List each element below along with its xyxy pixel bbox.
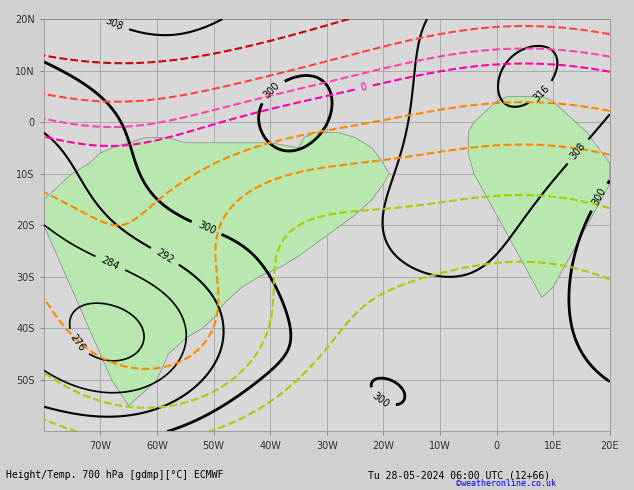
Text: 308: 308 (103, 16, 124, 32)
Text: Tu 28-05-2024 06:00 UTC (12+66): Tu 28-05-2024 06:00 UTC (12+66) (368, 470, 550, 480)
Polygon shape (469, 97, 610, 297)
Polygon shape (44, 132, 389, 406)
Text: 300: 300 (590, 187, 608, 207)
Text: 284: 284 (100, 255, 120, 271)
Text: ©weatheronline.co.uk: ©weatheronline.co.uk (456, 479, 557, 488)
Text: 276: 276 (67, 333, 87, 354)
Text: 300: 300 (196, 220, 217, 236)
Text: 308: 308 (568, 141, 588, 162)
Text: 316: 316 (531, 83, 552, 103)
Text: Height/Temp. 700 hPa [gdmp][°C] ECMWF: Height/Temp. 700 hPa [gdmp][°C] ECMWF (6, 470, 224, 480)
Text: 300: 300 (370, 390, 391, 409)
Text: 300: 300 (262, 81, 281, 101)
Text: 0: 0 (359, 82, 368, 93)
Text: 292: 292 (154, 247, 176, 265)
